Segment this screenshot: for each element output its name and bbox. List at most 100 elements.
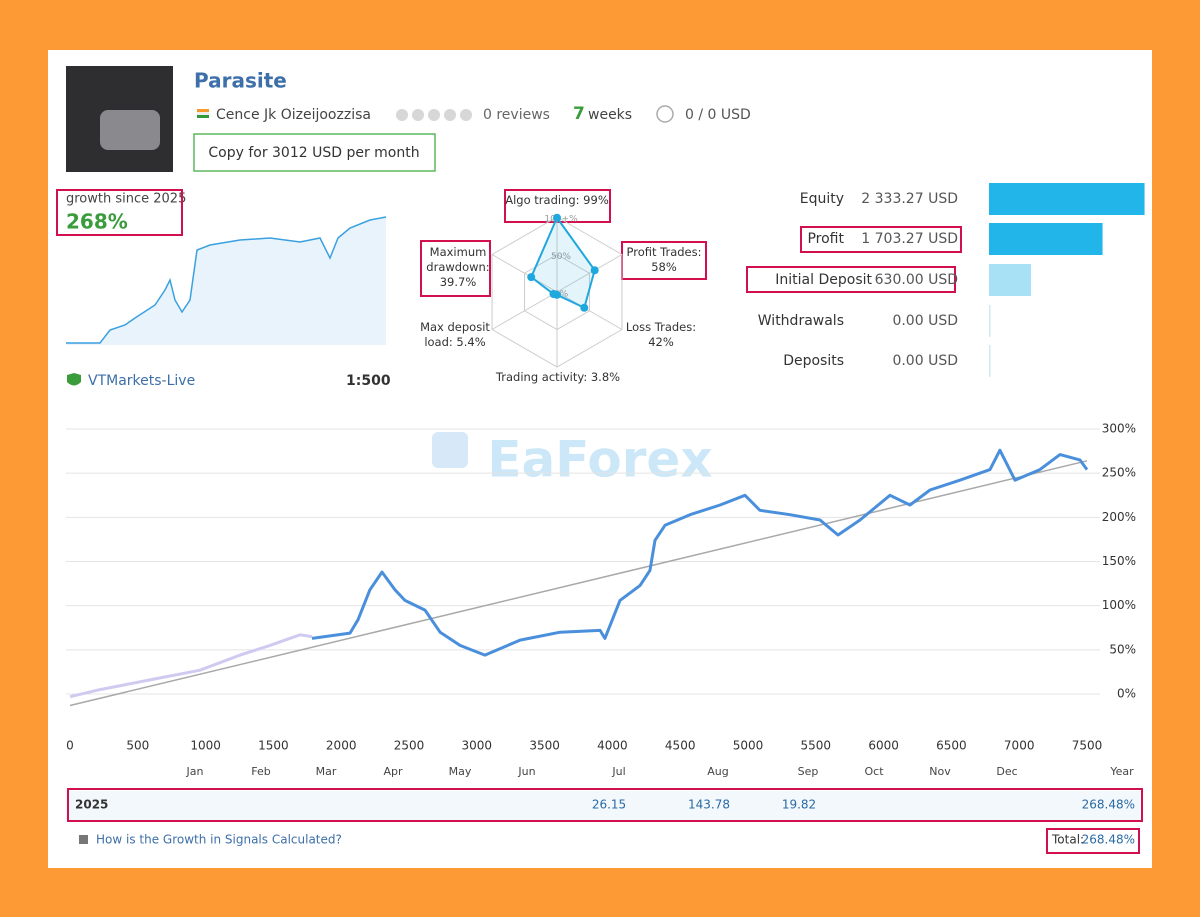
verified-icon <box>67 373 81 386</box>
flag <box>197 115 209 118</box>
help-icon <box>79 835 88 844</box>
radar-point <box>580 303 589 312</box>
highlights <box>56 189 1143 854</box>
radar-axis <box>556 291 623 330</box>
y-tick-label: 0% <box>1117 687 1136 701</box>
weeks-count: 7 <box>573 104 585 124</box>
month-label: Sep <box>798 765 819 778</box>
sparkline-area <box>66 217 386 345</box>
radar-point <box>553 213 561 222</box>
month-label: Mar <box>316 765 337 778</box>
y-tick-label: 150% <box>1102 554 1136 568</box>
x-tick-label: 2000 <box>326 739 357 753</box>
balance-bar <box>989 223 1103 255</box>
balance-label: Deposits <box>783 353 844 369</box>
radar-point <box>590 266 599 275</box>
y-tick-label: 100% <box>1102 598 1136 612</box>
panel <box>48 50 1152 868</box>
year-month-value: 19.82 <box>782 798 816 812</box>
radar-axis <box>491 254 558 293</box>
signal-name[interactable]: Parasite <box>194 69 287 93</box>
copy-button[interactable] <box>193 133 436 172</box>
author[interactable]: Cence Jk Oizeijoozzisa <box>216 107 371 123</box>
x-tick-label: 1000 <box>190 739 221 753</box>
total-label: Total: <box>1051 833 1084 847</box>
radar-label: Max deposit load: 5.4% <box>420 320 490 349</box>
month-label: Jan <box>186 765 204 778</box>
month-label: Oct <box>864 765 884 778</box>
month-label: Year <box>1109 765 1134 778</box>
balance-label: Initial Deposit <box>775 272 872 288</box>
x-tick-label: 6000 <box>868 739 899 753</box>
broker[interactable]: VTMarkets-Live <box>88 373 195 389</box>
year: 2025 <box>75 798 108 812</box>
radar-area <box>529 215 596 310</box>
sparkline <box>66 216 387 344</box>
copy-button-label[interactable]: Copy for 3012 USD per month <box>208 145 419 161</box>
month-label: Jun <box>517 765 535 778</box>
radar-label: Trading activity: 3.8% <box>495 370 621 384</box>
y-tick-label: 250% <box>1102 466 1136 480</box>
stars <box>396 109 472 121</box>
radar-label: Algo trading: 99% <box>505 193 609 207</box>
weeks-unit: weeks <box>588 107 632 123</box>
balance-value: 2 333.27 USD <box>861 191 958 207</box>
month-label: Jul <box>611 765 625 778</box>
series-line <box>69 460 1088 707</box>
x-tick-label: 0 <box>66 739 74 753</box>
x-tick-label: 4500 <box>665 739 696 753</box>
leverage: 1:500 <box>346 373 391 389</box>
balance-bar <box>989 345 991 377</box>
x-tick-label: 5000 <box>733 739 764 753</box>
radar-label: Loss Trades: 42% <box>625 320 697 349</box>
balance-value: 0.00 USD <box>892 313 958 329</box>
growth-value: 268% <box>66 210 128 234</box>
radar-tick-label: 100+% <box>544 215 578 225</box>
radar-label: Profit Trades: 58% <box>626 245 702 274</box>
watermark: EaForex <box>487 431 712 489</box>
x-tick-label: 3500 <box>529 739 560 753</box>
balance-label: Withdrawals <box>758 313 844 329</box>
x-tick-label: 2500 <box>394 739 425 753</box>
year-month-value: 26.15 <box>592 798 626 812</box>
balance-value: 1 703.27 USD <box>861 231 958 247</box>
x-tick-label: 1500 <box>258 739 289 753</box>
balance-label: Profit <box>807 231 844 247</box>
reviews[interactable]: 0 reviews <box>483 107 550 123</box>
series-line <box>311 448 1089 657</box>
month-label: Dec <box>996 765 1017 778</box>
y-tick-label: 300% <box>1102 422 1136 436</box>
radar-axis <box>491 291 558 330</box>
month-label: Nov <box>929 765 951 778</box>
month-label: Feb <box>251 765 270 778</box>
x-tick-label: 500 <box>126 739 149 753</box>
balance-bar <box>989 264 1031 296</box>
month-label: Apr <box>383 765 403 778</box>
balance-value: 630.00 USD <box>875 272 958 288</box>
balance-label: Equity <box>800 191 844 207</box>
year-row-bg <box>66 791 1140 820</box>
flag <box>197 112 209 115</box>
total-value: 268.48% <box>1082 833 1135 847</box>
month-label: May <box>449 765 472 778</box>
growth-label: growth since 2025 <box>66 192 186 207</box>
help-link[interactable]: How is the Growth in Signals Calculated? <box>96 833 342 847</box>
x-tick-label: 7000 <box>1004 739 1035 753</box>
radar-tick-label: 50% <box>551 252 571 262</box>
subscribers-icon <box>656 105 674 123</box>
subscribers: 0 / 0 USD <box>685 107 751 123</box>
series-line <box>69 633 313 699</box>
year-total: 268.48% <box>1082 798 1135 812</box>
radar-axis <box>556 254 623 293</box>
watermark-logo <box>432 432 468 468</box>
balance-value: 0.00 USD <box>892 353 958 369</box>
y-tick-label: 50% <box>1109 642 1136 656</box>
y-tick-label: 200% <box>1102 510 1136 524</box>
flag <box>197 109 209 112</box>
x-tick-label: 6500 <box>936 739 967 753</box>
x-tick-label: 3000 <box>462 739 493 753</box>
x-tick-label: 5500 <box>801 739 832 753</box>
balance-bar <box>989 183 1145 215</box>
